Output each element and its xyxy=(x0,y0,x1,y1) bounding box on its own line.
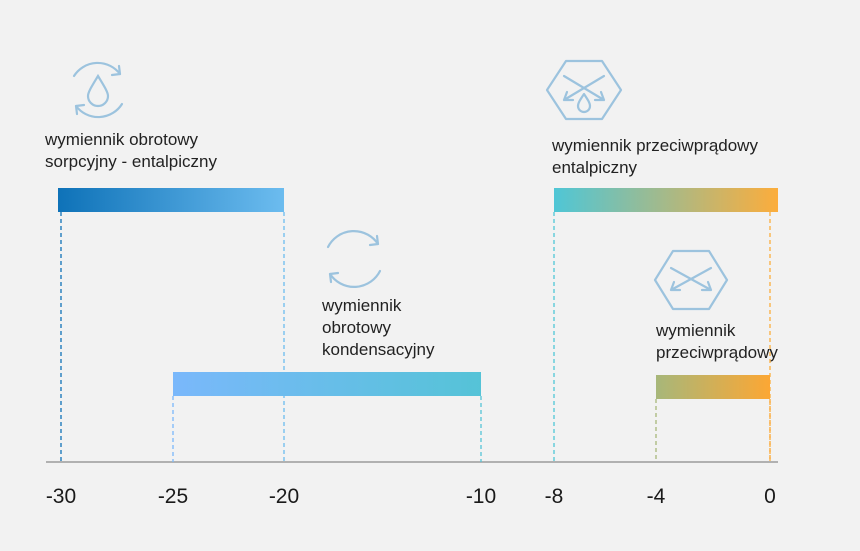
tick-label: -8 xyxy=(545,485,564,508)
tick-label: -25 xyxy=(158,485,188,508)
label-rotary-condensation: wymiennik obrotowy kondensacyjny xyxy=(321,296,435,359)
range-bar-counterflow xyxy=(656,375,770,399)
tick-label: -4 xyxy=(647,485,666,508)
tick-label: 0 xyxy=(764,485,776,508)
rotary-icon xyxy=(326,230,382,288)
tick-label: -10 xyxy=(466,485,496,508)
range-bar-rotary-sorption xyxy=(58,188,284,212)
range-bar-rotary-condensation xyxy=(173,372,481,396)
tick-label: -20 xyxy=(269,485,299,508)
tick-label: -30 xyxy=(46,485,76,508)
label-rotary-sorption: wymiennik obrotowy sorpcyjny - entalpicz… xyxy=(44,130,217,171)
label-counterflow-enthalpy: wymiennik przeciwprądowy entalpiczny xyxy=(551,136,763,177)
hexagon-drop-icon xyxy=(545,59,623,121)
label-counterflow: wymiennik przeciwprądowy xyxy=(655,321,778,362)
range-bar-counterflow-enthalpy xyxy=(554,188,778,212)
hexagon-icon xyxy=(653,249,729,311)
rotary-drop-icon xyxy=(72,61,124,119)
